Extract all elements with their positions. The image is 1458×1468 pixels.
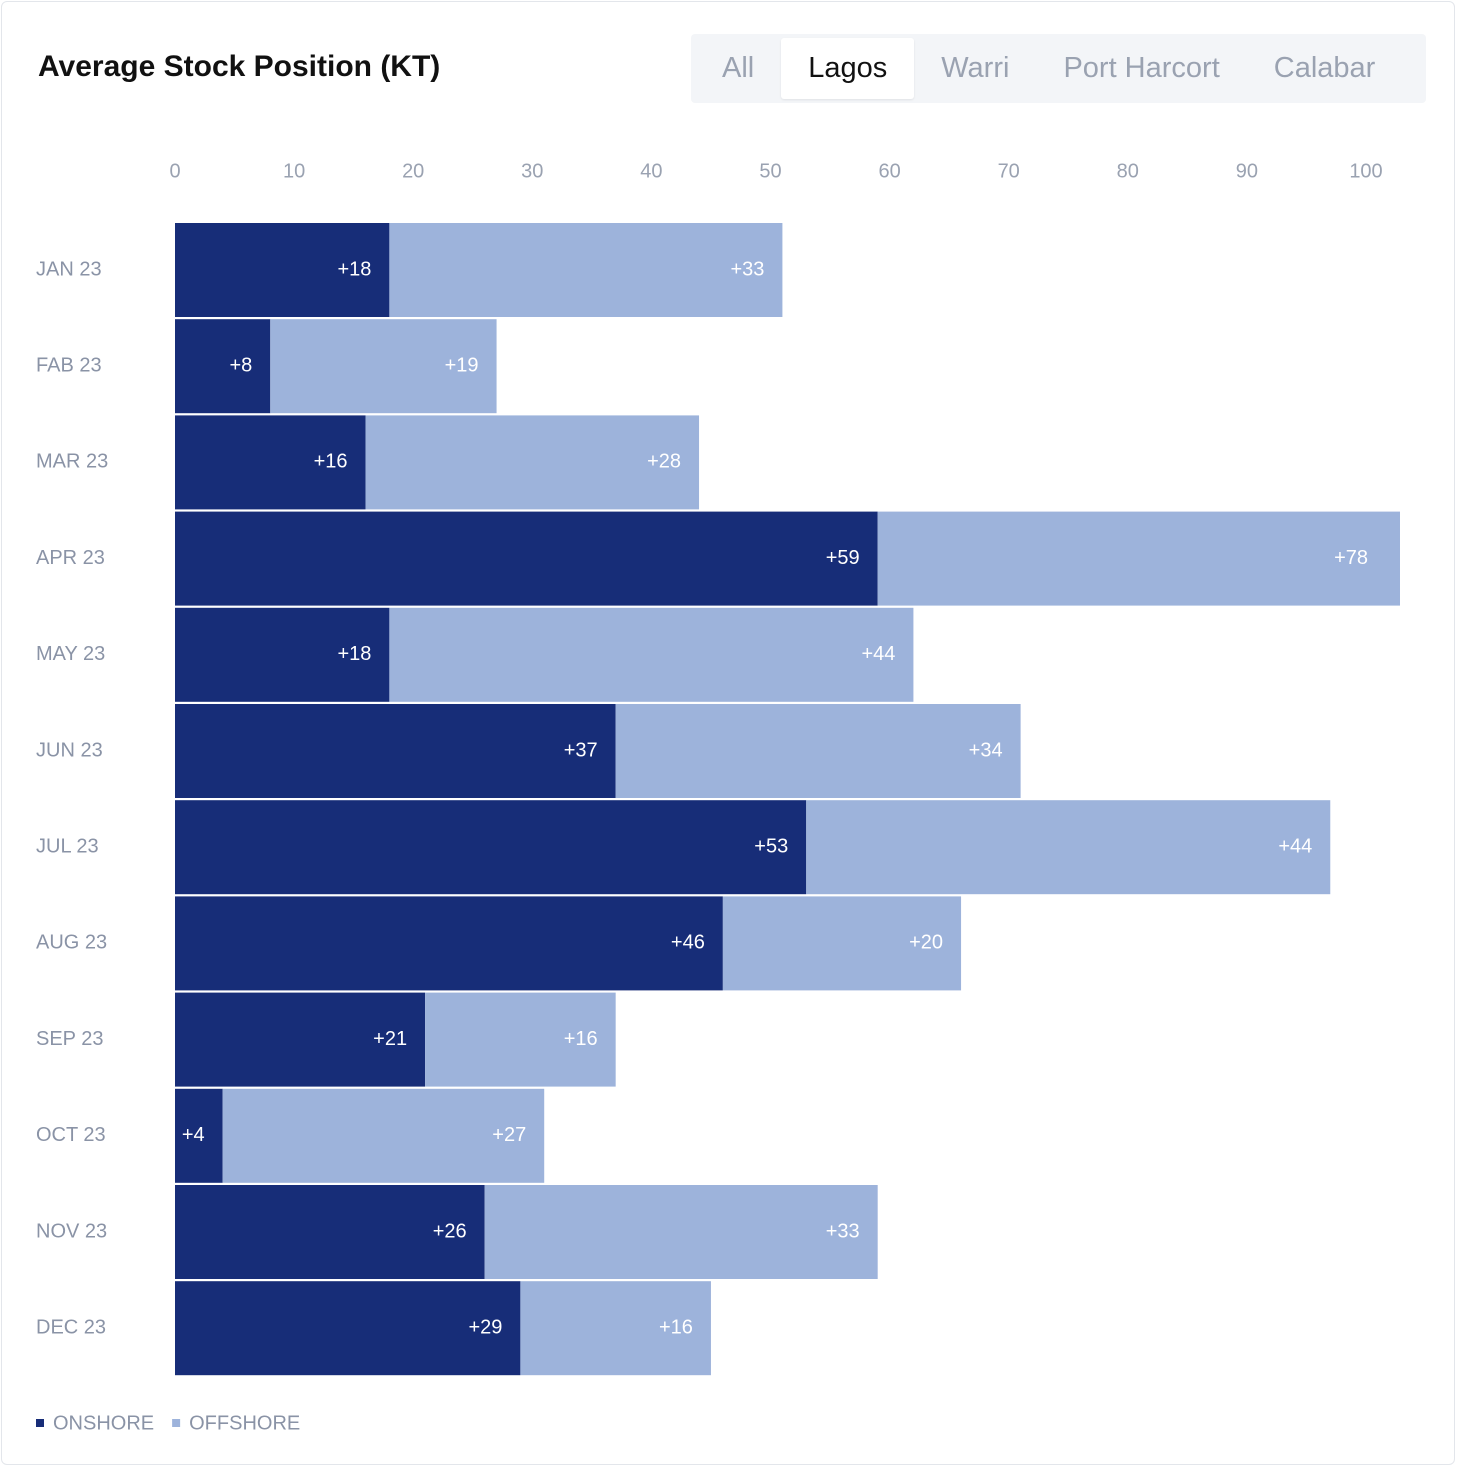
value-label: +20	[909, 932, 943, 954]
bar-segment	[425, 992, 616, 1087]
value-label: +46	[671, 932, 705, 954]
title: Average Stock Position (KT)	[38, 50, 441, 83]
value-label: +59	[826, 547, 860, 569]
y-tick-label: JUL 23	[36, 835, 99, 857]
x-tick-label: 100	[1349, 160, 1382, 182]
value-label: +78	[1334, 547, 1368, 569]
bar-segment	[615, 704, 1021, 798]
value-label: +37	[564, 739, 598, 761]
bar-segment	[175, 1185, 485, 1279]
value-label: +27	[492, 1124, 526, 1146]
tab[interactable]: Port Harcort	[1063, 52, 1220, 84]
bar-segment	[222, 1088, 545, 1183]
legend-swatch	[36, 1419, 44, 1427]
y-tick-label: OCT 23	[36, 1124, 106, 1146]
value-label: +53	[754, 835, 788, 857]
bar-segment	[175, 704, 616, 798]
x-tick-label: 80	[1117, 160, 1139, 182]
bar-segment	[175, 800, 807, 895]
x-tick-label: 50	[759, 160, 781, 182]
tab[interactable]: All	[722, 52, 755, 84]
value-label: +18	[337, 643, 371, 665]
value-label: +18	[337, 258, 371, 280]
value-label: +33	[730, 258, 764, 280]
x-tick-label: 40	[640, 160, 662, 182]
bar-segment	[365, 415, 700, 510]
x-tick-label: 20	[402, 160, 424, 182]
bar-segment	[722, 896, 962, 991]
value-label: +44	[861, 643, 895, 665]
y-tick-label: JUN 23	[36, 739, 103, 761]
tab[interactable]: Warri	[941, 52, 1010, 84]
y-tick-label: NOV 23	[36, 1220, 107, 1242]
legend-label: OFFSHORE	[189, 1412, 300, 1434]
value-label: +44	[1278, 835, 1312, 857]
bar-segment	[520, 1281, 711, 1376]
bar-segment	[175, 607, 390, 702]
value-label: +4	[182, 1124, 205, 1146]
y-tick-label: MAR 23	[36, 451, 108, 473]
tab[interactable]: Calabar	[1273, 52, 1376, 84]
value-label: +21	[373, 1028, 407, 1050]
x-tick-label: 60	[878, 160, 900, 182]
y-tick-label: SEP 23	[36, 1028, 103, 1050]
y-tick-label: AUG 23	[36, 932, 107, 954]
tab-bar: All Lagos Warri Port Harcort Calabar	[691, 34, 1426, 103]
bar-segment	[175, 896, 723, 991]
x-tick-label: 30	[521, 160, 543, 182]
bar-segment	[175, 319, 271, 414]
value-label: +29	[468, 1316, 502, 1338]
bar-segment	[389, 223, 783, 317]
bar-segment	[806, 800, 1331, 895]
x-tick-label: 10	[283, 160, 305, 182]
bar-segment	[175, 415, 366, 510]
value-label: +28	[647, 451, 681, 473]
bar-segment	[175, 992, 426, 1087]
y-tick-label: APR 23	[36, 547, 105, 569]
value-label: +33	[826, 1220, 860, 1242]
bar-segment	[389, 607, 914, 702]
bar-segment	[877, 511, 1400, 606]
value-label: +26	[433, 1220, 467, 1242]
bar-segment	[484, 1185, 878, 1279]
bar-segment	[175, 1281, 521, 1376]
x-tick-label: 0	[169, 160, 180, 182]
value-label: +34	[969, 739, 1003, 761]
y-tick-label: MAY 23	[36, 643, 105, 665]
bar-segment	[175, 223, 390, 317]
value-label: +16	[564, 1028, 598, 1050]
y-tick-label: JAN 23	[36, 258, 102, 280]
value-label: +16	[659, 1316, 693, 1338]
value-label: +8	[229, 354, 252, 376]
x-tick-label: 70	[998, 160, 1020, 182]
y-tick-label: FAB 23	[36, 354, 102, 376]
legend-label: ONSHORE	[53, 1412, 154, 1434]
bar-segment	[270, 319, 497, 414]
value-label: +16	[314, 451, 348, 473]
value-label: +19	[445, 354, 479, 376]
y-tick-label: DEC 23	[36, 1316, 106, 1338]
bar-segment	[175, 511, 878, 606]
x-tick-label: 90	[1236, 160, 1258, 182]
bars: +18 +33 +8 +19 +16 +28 +59 +78 +18 +44 +37 +34 +53 +4…	[175, 223, 1400, 1376]
bar-segment	[175, 1088, 223, 1183]
tab[interactable]: Lagos	[781, 38, 915, 99]
legend-swatch	[172, 1419, 181, 1427]
